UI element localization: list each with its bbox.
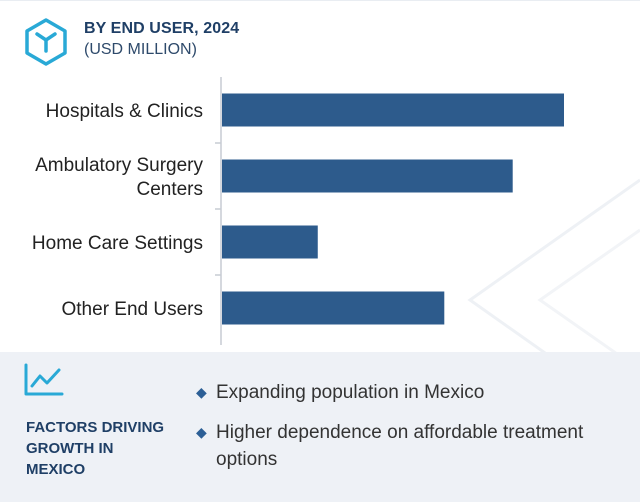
factors-title: FACTORS DRIVING GROWTH IN MEXICO: [26, 419, 165, 478]
bar: [222, 225, 318, 259]
factors-panel: FACTORS DRIVING GROWTH IN MEXICO ◆ Expan…: [0, 352, 640, 502]
factor-text: Expanding population in Mexico: [216, 382, 485, 403]
category-label: Ambulatory Surgery Centers: [35, 155, 203, 200]
chart-title: BY END USER, 2024: [84, 20, 240, 37]
factor-bullet: ◆ Expanding population in Mexico: [196, 379, 616, 406]
chart-subtitle: (USD MILLION): [84, 41, 197, 58]
bar: [222, 93, 564, 127]
category-label: Other End Users: [62, 299, 204, 320]
bar: [222, 159, 513, 193]
top-rule: [0, 0, 640, 1]
line-chart-icon: [24, 363, 64, 396]
brand-logo-icon: [25, 18, 67, 66]
bar: [222, 291, 445, 325]
category-label: Hospitals & Clinics: [46, 101, 203, 122]
bar-chart: Hospitals & Clinics Ambulatory Surgery Cen…: [32, 77, 564, 345]
diamond-bullet-icon: ◆: [196, 384, 207, 400]
factor-text: Higher dependence on affordable treatmen…: [216, 422, 584, 470]
diamond-bullet-icon: ◆: [196, 424, 207, 440]
factor-bullet: ◆ Higher dependence on affordable treatm…: [196, 419, 616, 473]
category-label: Home Care Settings: [32, 233, 203, 254]
